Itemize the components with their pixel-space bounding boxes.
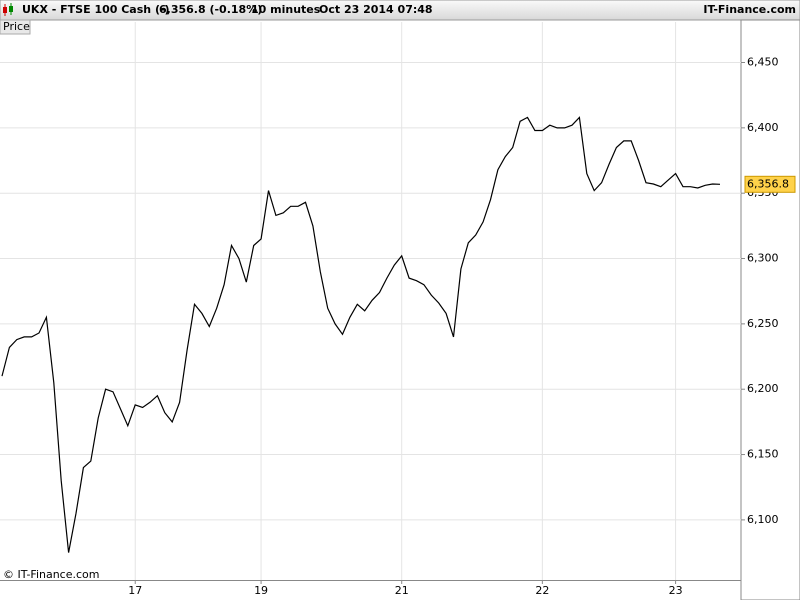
y-tick-label: 6,400 <box>747 121 779 134</box>
watermark: © IT-Finance.com <box>3 568 100 581</box>
brand: IT-Finance.com <box>703 3 796 16</box>
last-price-box <box>744 175 796 193</box>
header-bar <box>0 0 800 21</box>
quote: 6,356.8 (-0.18%) <box>159 3 262 16</box>
panel-label-box <box>0 19 31 35</box>
y-axis-panel <box>740 19 800 600</box>
timestamp: Oct 23 2014 07:48 <box>319 3 433 16</box>
price-line <box>1 116 721 553</box>
y-tick-label: 6,450 <box>747 56 779 69</box>
y-tick-label: 6,150 <box>747 448 779 461</box>
header-icon <box>3 3 13 16</box>
y-tick-label: 6,100 <box>747 513 779 526</box>
y-tick-label: 6,300 <box>747 252 779 265</box>
grid <box>0 22 741 580</box>
x-tick-label: 23 <box>669 584 683 597</box>
interval: 10 minutes <box>251 3 321 16</box>
x-tick-label: 17 <box>128 584 142 597</box>
y-tick-label: 6,250 <box>747 317 779 330</box>
x-tick-label: 22 <box>535 584 549 597</box>
x-tick-label: 19 <box>254 584 268 597</box>
last-price-label: 6,356.8 <box>747 177 789 190</box>
y-tick-label: 6,200 <box>747 382 779 395</box>
x-tick-label: 21 <box>395 584 409 597</box>
symbol: UKX - FTSE 100 Cash (-) <box>22 3 170 16</box>
panel-label: Price <box>3 20 30 33</box>
